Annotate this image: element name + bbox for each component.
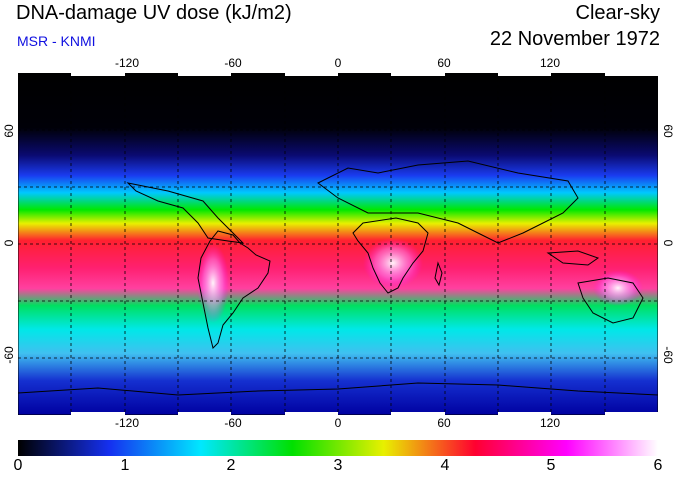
lon-tick-bottom: 0	[334, 416, 342, 430]
lat-tick-left: 0	[2, 239, 16, 247]
colorbar	[18, 440, 658, 456]
lon-tick-top: 60	[437, 56, 451, 70]
colorbar-label: 3	[333, 457, 343, 474]
date-label: 22 November 1972	[489, 28, 660, 50]
source-label: MSR - KNMI	[17, 33, 96, 49]
lon-tick-top: 120	[539, 56, 561, 70]
graticule	[18, 73, 658, 415]
lon-tick-bottom: -60	[224, 416, 242, 430]
lon-tick-top: -120	[114, 56, 140, 70]
lon-tick-bottom: -120	[114, 416, 140, 430]
colorbar-label: 0	[13, 457, 23, 474]
chart-title: DNA-damage UV dose (kJ/m2)	[16, 2, 292, 24]
hotspot-africa	[363, 238, 423, 288]
lat-tick-right: -60	[661, 346, 675, 364]
lon-tick-bottom: 60	[437, 416, 451, 430]
coastlines	[18, 160, 658, 396]
lat-tick-right: 0	[661, 239, 675, 247]
hotspot-australia	[593, 270, 643, 306]
lat-tick-left: -60	[2, 346, 16, 364]
lon-tick-bottom: 120	[539, 416, 561, 430]
colorbar-label: 2	[226, 457, 236, 474]
hotspot-south-america	[197, 243, 229, 323]
lon-tick-top: -60	[224, 56, 242, 70]
colorbar-label: 6	[653, 457, 663, 474]
colorbar-label: 1	[120, 457, 130, 474]
colorbar-gradient	[18, 440, 658, 456]
uv-dose-map	[18, 73, 658, 415]
colorbar-label: 4	[440, 457, 450, 474]
sky-condition-label: Clear-sky	[575, 2, 660, 24]
colorbar-label: 5	[546, 457, 556, 474]
lat-tick-left: 60	[2, 124, 16, 138]
lon-tick-top: 0	[334, 56, 342, 70]
lat-tick-right: 60	[661, 124, 675, 138]
frame-ticks	[71, 73, 658, 415]
